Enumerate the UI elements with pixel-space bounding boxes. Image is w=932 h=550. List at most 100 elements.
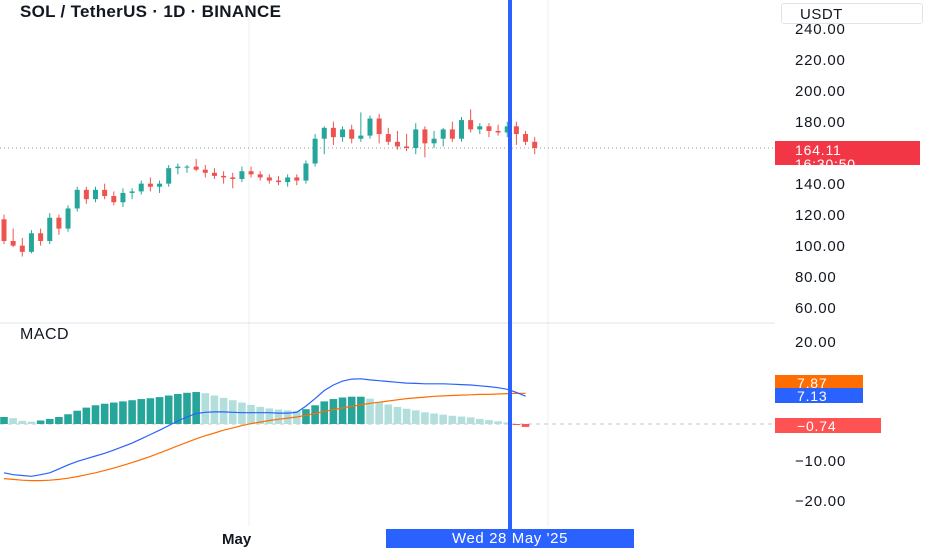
candle-body xyxy=(394,141,400,147)
histogram-bar xyxy=(320,401,329,424)
last-price-badge: 164.11 16:30:50 xyxy=(775,141,920,171)
candle-body xyxy=(129,191,135,193)
candle-body xyxy=(440,129,446,139)
candle-body xyxy=(102,189,108,197)
histogram-bar xyxy=(18,420,27,424)
macd-histogram xyxy=(0,392,530,427)
candle-body xyxy=(193,166,199,170)
candle-body xyxy=(495,130,501,133)
histogram-bar xyxy=(274,409,283,424)
candle-body xyxy=(468,120,474,130)
macd-value-badge: 7.13 xyxy=(775,388,863,403)
histogram-bar xyxy=(219,397,228,424)
price-tick: 240.00 xyxy=(795,21,846,38)
symbol-title[interactable]: SOL / TetherUS · 1D · BINANCE xyxy=(20,2,282,21)
histogram-bar xyxy=(448,415,457,424)
candle-body xyxy=(47,217,53,241)
histogram-bar xyxy=(311,405,319,424)
histogram-bar xyxy=(0,416,8,424)
price-tick: 140.00 xyxy=(795,176,846,193)
histogram-bar xyxy=(9,418,17,424)
candle-body xyxy=(56,217,62,229)
candle-body xyxy=(449,129,455,139)
crosshair xyxy=(508,0,512,529)
histogram-bar xyxy=(421,412,429,424)
candle-body xyxy=(111,196,117,203)
candle-body xyxy=(175,166,181,169)
histogram-bar xyxy=(164,395,173,424)
price-tick: 180.00 xyxy=(795,114,846,131)
histogram-bar xyxy=(210,395,219,424)
candle-body xyxy=(385,134,391,142)
macd-indicator-label[interactable]: MACD xyxy=(20,326,70,343)
histogram-bar xyxy=(55,416,63,424)
price-tick: 60.00 xyxy=(795,300,837,317)
bar-countdown: 16:30:50 xyxy=(795,156,856,172)
histogram-bar xyxy=(512,424,521,425)
histogram-bar xyxy=(256,406,264,424)
candle-body xyxy=(266,177,272,181)
candle-body xyxy=(166,168,172,184)
price-tick: 220.00 xyxy=(795,52,846,69)
candle-body xyxy=(422,129,428,144)
histogram-bar xyxy=(430,413,438,424)
chart-grid xyxy=(0,0,775,526)
histogram-bar xyxy=(128,400,136,424)
candle-body xyxy=(74,189,80,209)
candle-body xyxy=(532,141,538,148)
histogram-bar xyxy=(457,416,466,424)
candle-body xyxy=(358,135,364,139)
histogram-bar xyxy=(201,393,210,424)
candle-body xyxy=(147,183,153,187)
candle-body xyxy=(459,120,464,139)
histogram-bar xyxy=(439,414,447,424)
histogram-value-badge: −0.74 xyxy=(775,418,881,433)
currency-unit-button[interactable]: USDT xyxy=(781,3,923,24)
histogram-bar xyxy=(73,410,81,424)
histogram-bar xyxy=(110,402,118,424)
candle-body xyxy=(504,126,510,133)
crosshair-date-label: Wed 28 May '25 xyxy=(386,529,634,548)
histogram-bar xyxy=(375,402,383,424)
candle-body xyxy=(413,129,419,148)
histogram-bar xyxy=(91,405,100,424)
candle-body xyxy=(19,245,25,252)
histogram-bar xyxy=(192,392,200,424)
histogram-bar xyxy=(146,398,155,424)
candle-body xyxy=(10,241,16,246)
price-tick: 200.00 xyxy=(795,83,846,100)
candle-body xyxy=(349,129,355,139)
candle-body xyxy=(28,233,34,252)
candle-body xyxy=(376,118,382,135)
candle-body xyxy=(221,175,227,178)
candle-body xyxy=(120,192,126,203)
candle-body xyxy=(211,172,217,176)
price-tick: 80.00 xyxy=(795,269,837,286)
candle-body xyxy=(523,134,529,142)
candle-body xyxy=(157,183,163,187)
candle-body xyxy=(285,177,291,183)
candle-body xyxy=(330,127,336,138)
x-axis-month-label: May xyxy=(222,531,252,548)
macd-tick: 20.00 xyxy=(795,334,837,351)
histogram-bar xyxy=(137,399,146,424)
candle-body xyxy=(257,174,263,178)
candle-body xyxy=(93,189,98,200)
histogram-bar xyxy=(393,406,402,424)
histogram-bar xyxy=(283,410,292,424)
candle-body xyxy=(248,171,254,175)
histogram-bar xyxy=(411,410,420,424)
price-tick: 120.00 xyxy=(795,207,846,224)
candle-body xyxy=(477,126,483,130)
histogram-bar xyxy=(521,424,530,427)
candle-body xyxy=(340,129,346,138)
histogram-bar xyxy=(302,409,310,424)
candle-body xyxy=(513,126,519,135)
histogram-bar xyxy=(384,404,393,424)
candle-body xyxy=(312,138,318,164)
macd-tick: −20.00 xyxy=(795,493,847,510)
histogram-bar xyxy=(494,421,502,424)
candle-body xyxy=(367,118,373,136)
crosshair-vertical-line xyxy=(508,0,512,529)
